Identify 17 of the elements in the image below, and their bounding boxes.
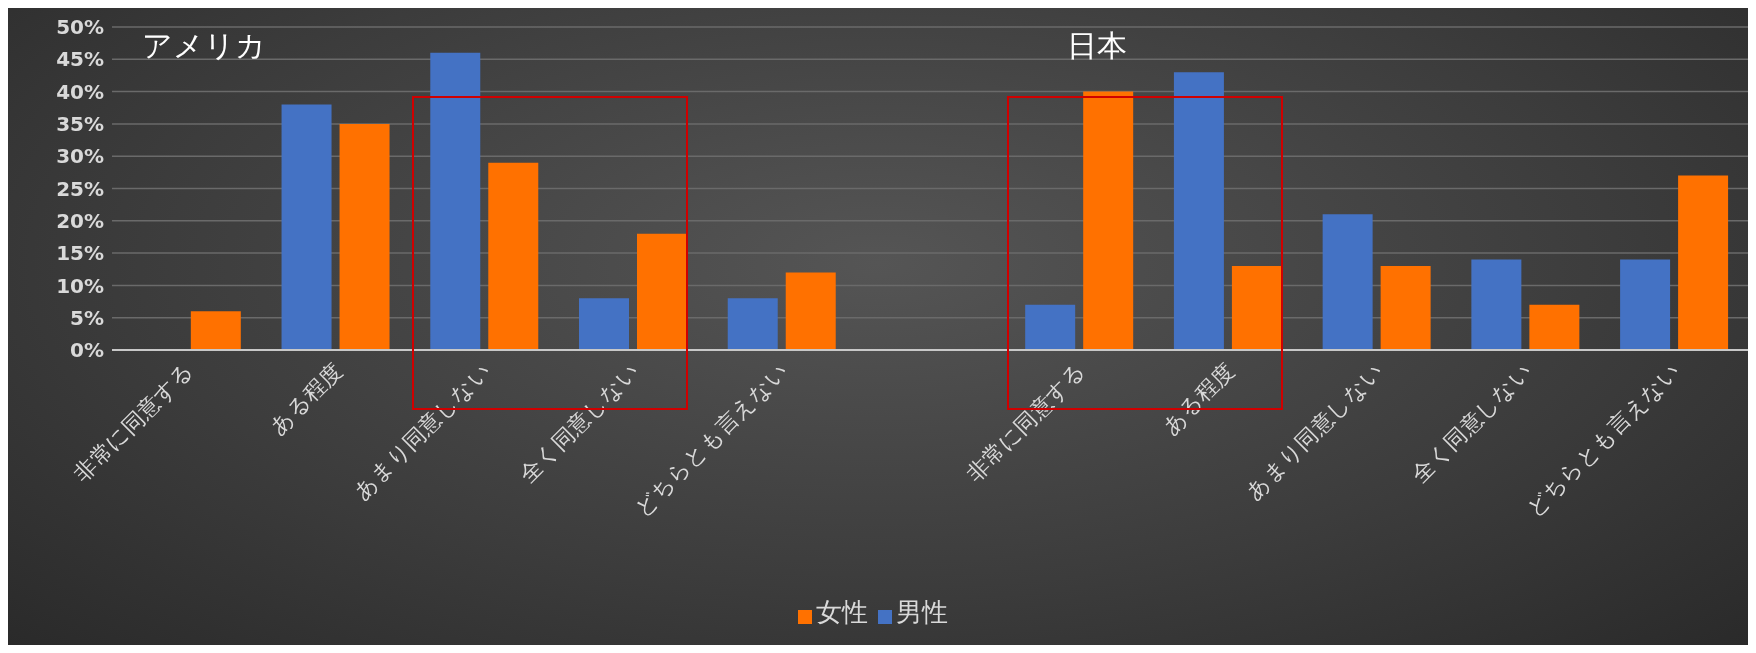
x-tick-label: ある程度 xyxy=(265,357,347,440)
x-tick-label: 全く同意しない xyxy=(1407,357,1537,488)
y-tick-label: 40% xyxy=(56,79,104,104)
y-tick-label: 20% xyxy=(56,208,104,233)
y-tick-label: 35% xyxy=(56,112,104,136)
y-tick-label: 5% xyxy=(70,305,104,330)
annotation: アメリカ xyxy=(141,28,268,64)
x-tick-label: あまり同意しない xyxy=(1241,357,1388,505)
y-tick-label: 10% xyxy=(56,273,104,298)
y-tick-label: 50% xyxy=(56,15,104,40)
y-tick-label: 30% xyxy=(56,144,104,169)
y-tick-label: 45% xyxy=(56,47,104,72)
legend-label: 男性 xyxy=(896,597,948,627)
y-tick-label: 15% xyxy=(56,241,104,266)
annotation: 日本 xyxy=(1065,28,1128,64)
y-tick-label: 25% xyxy=(56,176,104,201)
legend-label: 女性 xyxy=(816,597,868,627)
